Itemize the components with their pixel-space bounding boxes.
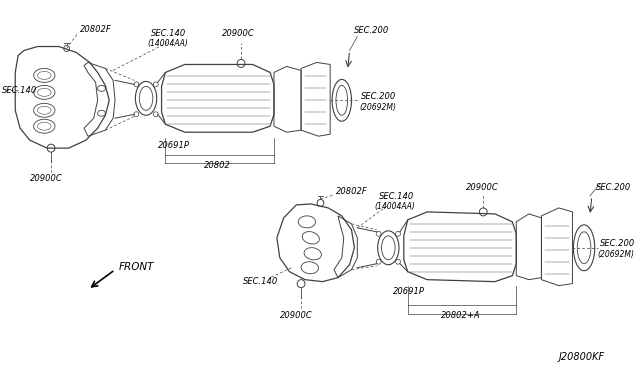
Text: FRONT: FRONT bbox=[119, 262, 154, 272]
Text: (14004AA): (14004AA) bbox=[147, 39, 188, 48]
Text: SEC.140: SEC.140 bbox=[151, 29, 186, 38]
Text: 20691P: 20691P bbox=[393, 287, 425, 296]
Text: (20692M): (20692M) bbox=[598, 250, 635, 259]
Text: 20691P: 20691P bbox=[157, 141, 189, 150]
Text: SEC.140: SEC.140 bbox=[2, 86, 37, 95]
Text: SEC.200: SEC.200 bbox=[596, 183, 631, 192]
Text: 20900C: 20900C bbox=[280, 311, 312, 320]
Text: 20802: 20802 bbox=[204, 161, 231, 170]
Text: (14004AA): (14004AA) bbox=[375, 202, 415, 211]
Text: (20692M): (20692M) bbox=[359, 103, 396, 112]
Text: SEC.140: SEC.140 bbox=[379, 192, 414, 202]
Text: 20900C: 20900C bbox=[30, 173, 63, 183]
Text: 20802+A: 20802+A bbox=[441, 311, 480, 320]
Text: 20900C: 20900C bbox=[466, 183, 499, 192]
Text: SEC.200: SEC.200 bbox=[355, 26, 390, 35]
Text: SEC.200: SEC.200 bbox=[361, 92, 396, 101]
Text: 20900C: 20900C bbox=[221, 29, 254, 38]
Text: SEC.200: SEC.200 bbox=[600, 239, 635, 248]
Text: 20802F: 20802F bbox=[80, 25, 112, 34]
Text: SEC.140: SEC.140 bbox=[243, 277, 278, 286]
Text: 20802F: 20802F bbox=[336, 187, 368, 196]
Text: J20800KF: J20800KF bbox=[559, 352, 605, 362]
